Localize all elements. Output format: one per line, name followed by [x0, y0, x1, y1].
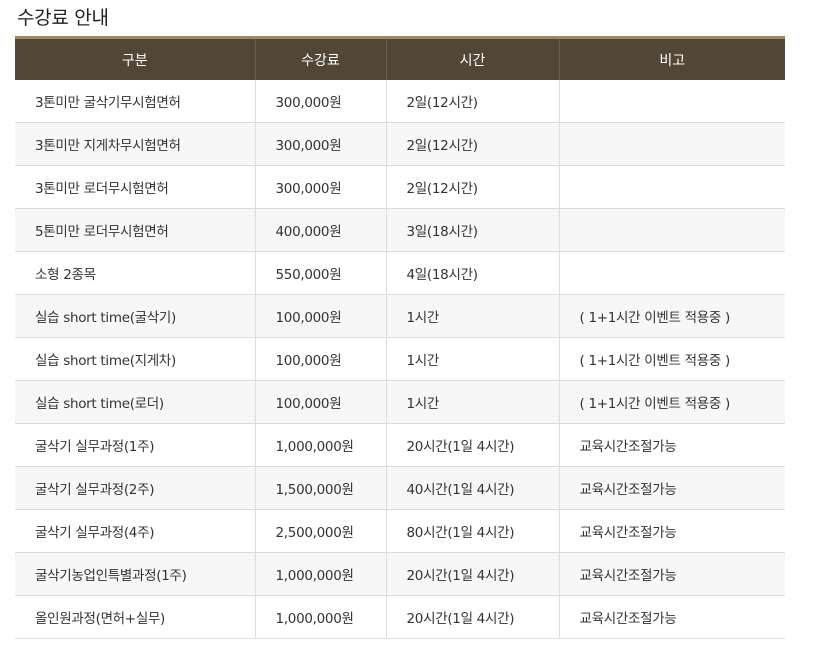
table-row: 3톤미만 굴삭기무시험면허 300,000원 2일(12시간) [15, 80, 785, 123]
cell-fee: 550,000원 [254, 251, 386, 295]
cell-fee: 1,000,000원 [254, 552, 386, 596]
cell-category: 3톤미만 지게차무시험면허 [15, 122, 255, 166]
cell-fee: 100,000원 [254, 380, 386, 424]
cell-fee: 100,000원 [254, 294, 386, 338]
cell-note: ( 1+1시간 이벤트 적용중 ) [558, 337, 785, 381]
cell-time: 80시간(1일 4시간) [385, 509, 559, 553]
header-fee: 수강료 [254, 37, 386, 80]
cell-time: 1시간 [385, 337, 559, 381]
table-row: 소형 2종목 550,000원 4일(18시간) [15, 251, 785, 295]
cell-time: 4일(18시간) [385, 251, 559, 295]
cell-time: 20시간(1일 4시간) [385, 595, 559, 639]
header-time: 시간 [385, 37, 559, 80]
cell-fee: 300,000원 [254, 165, 386, 209]
table-row: 올인원과정(면허+실무) 1,000,000원 20시간(1일 4시간) 교육시… [15, 595, 785, 639]
cell-fee: 300,000원 [254, 80, 386, 123]
cell-category: 3톤미만 로더무시험면허 [15, 165, 255, 209]
cell-time: 1시간 [385, 294, 559, 338]
cell-category: 굴삭기농업인특별과정(1주) [15, 552, 255, 596]
cell-note [558, 251, 785, 295]
table-row: 실습 short time(굴삭기) 100,000원 1시간 ( 1+1시간 … [15, 294, 785, 338]
header-note: 비고 [558, 37, 785, 80]
cell-fee: 400,000원 [254, 208, 386, 252]
cell-note [558, 165, 785, 209]
table-body: 3톤미만 굴삭기무시험면허 300,000원 2일(12시간) 3톤미만 지게차… [15, 80, 785, 639]
table-row: 굴삭기 실무과정(4주) 2,500,000원 80시간(1일 4시간) 교육시… [15, 509, 785, 553]
cell-note: 교육시간조절가능 [558, 595, 785, 639]
cell-time: 2일(12시간) [385, 165, 559, 209]
cell-fee: 2,500,000원 [254, 509, 386, 553]
cell-note: 교육시간조절가능 [558, 509, 785, 553]
table-row: 3톤미만 로더무시험면허 300,000원 2일(12시간) [15, 165, 785, 209]
cell-note: 교육시간조절가능 [558, 466, 785, 510]
cell-note: 교육시간조절가능 [558, 423, 785, 467]
cell-time: 3일(18시간) [385, 208, 559, 252]
table-row: 굴삭기농업인특별과정(1주) 1,000,000원 20시간(1일 4시간) 교… [15, 552, 785, 596]
table-row: 실습 short time(로더) 100,000원 1시간 ( 1+1시간 이… [15, 380, 785, 424]
cell-note [558, 208, 785, 252]
header-category: 구분 [15, 37, 255, 80]
cell-note [558, 122, 785, 166]
cell-time: 2일(12시간) [385, 122, 559, 166]
cell-category: 굴삭기 실무과정(1주) [15, 423, 255, 467]
cell-time: 1시간 [385, 380, 559, 424]
cell-category: 소형 2종목 [15, 251, 255, 295]
cell-category: 굴삭기 실무과정(4주) [15, 509, 255, 553]
cell-fee: 1,000,000원 [254, 595, 386, 639]
table-row: 굴삭기 실무과정(1주) 1,000,000원 20시간(1일 4시간) 교육시… [15, 423, 785, 467]
table-row: 굴삭기 실무과정(2주) 1,500,000원 40시간(1일 4시간) 교육시… [15, 466, 785, 510]
cell-fee: 100,000원 [254, 337, 386, 381]
cell-note [558, 80, 785, 123]
table-header-row: 구분 수강료 시간 비고 [15, 37, 785, 80]
page-title: 수강료 안내 [17, 7, 109, 29]
cell-fee: 1,000,000원 [254, 423, 386, 467]
cell-category: 올인원과정(면허+실무) [15, 595, 255, 639]
cell-note: ( 1+1시간 이벤트 적용중 ) [558, 380, 785, 424]
cell-category: 3톤미만 굴삭기무시험면허 [15, 80, 255, 123]
cell-fee: 1,500,000원 [254, 466, 386, 510]
fee-table: 구분 수강료 시간 비고 3톤미만 굴삭기무시험면허 300,000원 2일(1… [15, 36, 785, 639]
table-row: 5톤미만 로더무시험면허 400,000원 3일(18시간) [15, 208, 785, 252]
cell-note: ( 1+1시간 이벤트 적용중 ) [558, 294, 785, 338]
cell-category: 실습 short time(굴삭기) [15, 294, 255, 338]
cell-time: 2일(12시간) [385, 80, 559, 123]
cell-category: 굴삭기 실무과정(2주) [15, 466, 255, 510]
cell-note: 교육시간조절가능 [558, 552, 785, 596]
table-row: 실습 short time(지게차) 100,000원 1시간 ( 1+1시간 … [15, 337, 785, 381]
cell-category: 실습 short time(지게차) [15, 337, 255, 381]
cell-fee: 300,000원 [254, 122, 386, 166]
cell-time: 20시간(1일 4시간) [385, 423, 559, 467]
cell-category: 실습 short time(로더) [15, 380, 255, 424]
cell-time: 20시간(1일 4시간) [385, 552, 559, 596]
cell-time: 40시간(1일 4시간) [385, 466, 559, 510]
cell-category: 5톤미만 로더무시험면허 [15, 208, 255, 252]
table-row: 3톤미만 지게차무시험면허 300,000원 2일(12시간) [15, 122, 785, 166]
